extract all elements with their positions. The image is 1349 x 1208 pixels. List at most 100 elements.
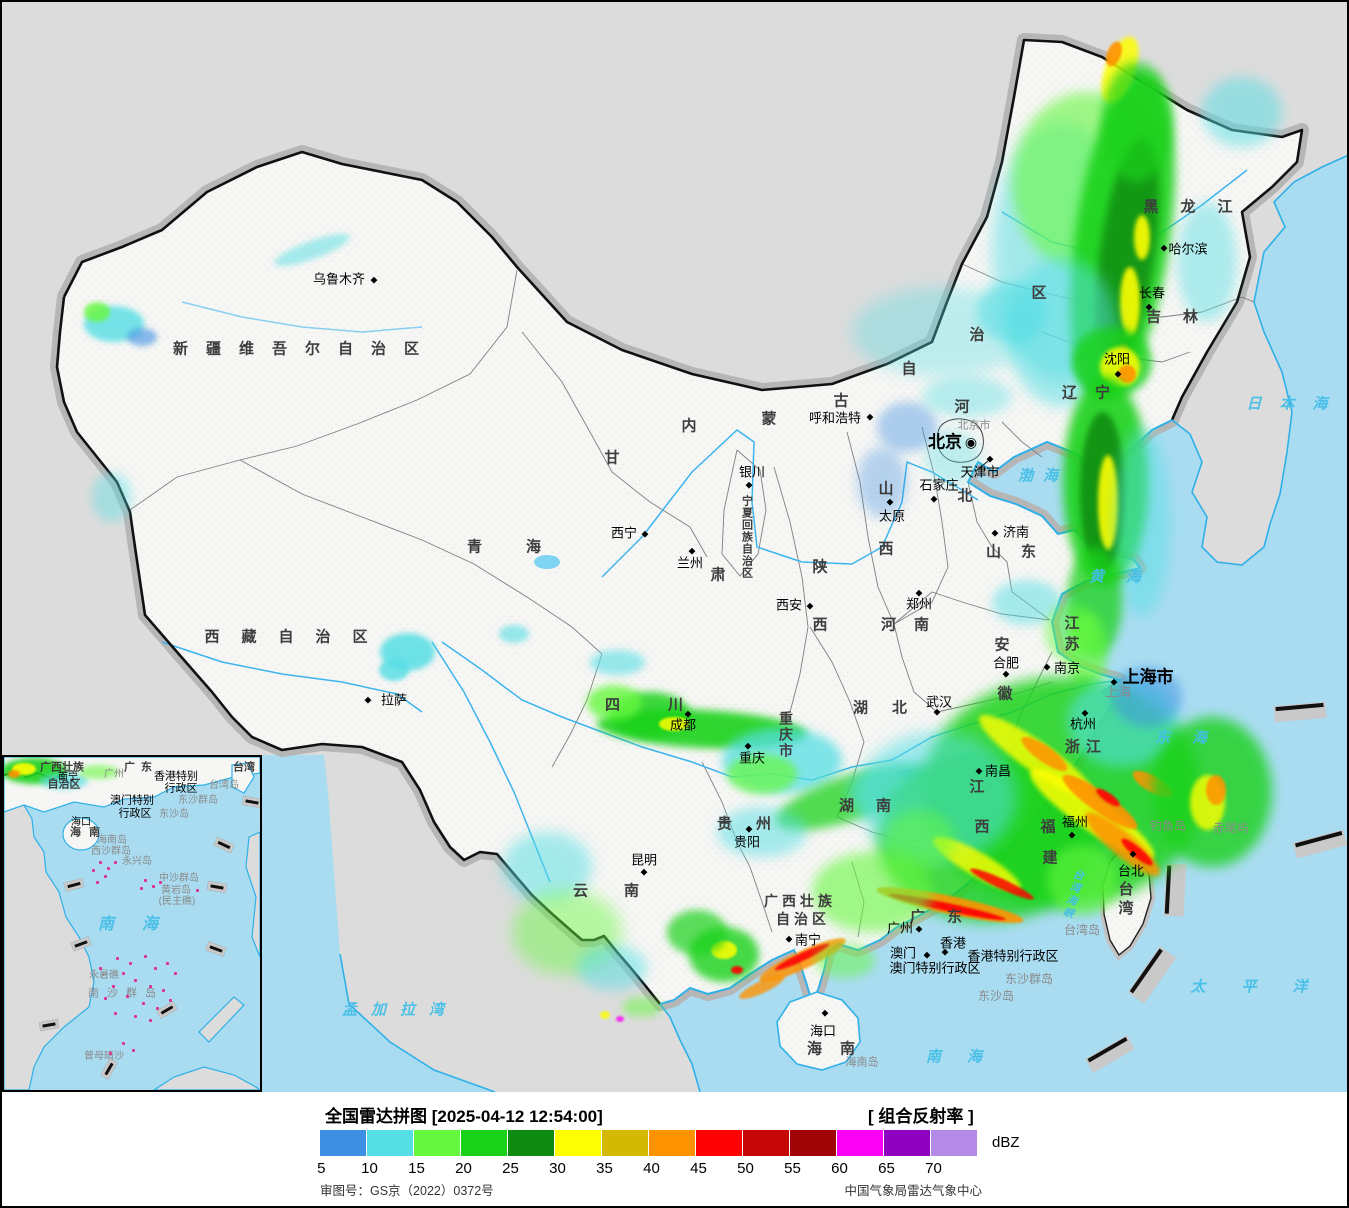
city-marker: ◆ (866, 411, 874, 422)
city-marker: ◆ (1081, 707, 1089, 718)
city-label: 拉萨 (380, 692, 408, 708)
city-marker: ◆ (923, 949, 931, 960)
radar-echo (1114, 427, 1170, 617)
island-dot (152, 885, 155, 888)
island-dot (104, 875, 107, 878)
prov-label: 台湾 (233, 761, 255, 774)
prov-label: 河南 (880, 616, 948, 634)
prov-label: 湖南 (838, 797, 914, 815)
island-dot (116, 957, 119, 960)
city-label: 乌鲁木齐 (312, 271, 366, 287)
prov-label: 四川 (604, 696, 732, 714)
foreign-land-north (2, 2, 1347, 565)
isl-label: 黄岩岛 (161, 885, 191, 896)
scale-cell-5 (320, 1130, 367, 1156)
small-label: 北京市 (957, 419, 991, 432)
map-title: 全国雷达拼图 [2025-04-12 12:54:00] (325, 1107, 603, 1126)
city-label: 成都 (669, 717, 697, 733)
city-marker: ◆ (886, 496, 894, 507)
prov-label: 台湾 (1116, 881, 1134, 919)
radar-echo (379, 659, 409, 681)
scale-cell-30 (555, 1130, 602, 1156)
city-label: 行政区 (164, 782, 198, 795)
color-scale (320, 1130, 978, 1156)
island-dot (169, 999, 172, 1002)
isl-label: 海南岛 (845, 1056, 879, 1069)
prov-label: 青海 (466, 538, 586, 556)
scale-cell-35 (602, 1130, 649, 1156)
city-marker: ◆ (821, 1007, 829, 1018)
island-dot (96, 881, 99, 884)
prov-label: 江 (969, 778, 985, 796)
city-label: 兰州 (676, 555, 704, 571)
island-dot (99, 967, 102, 970)
island-dot (159, 881, 162, 884)
island-dot (107, 867, 110, 870)
isl-label: 台湾岛 (209, 780, 239, 791)
island-dot (126, 995, 129, 998)
tianjin-leader (974, 460, 989, 473)
prov-label: 黑龙江 (1143, 198, 1255, 216)
scale-cell-50 (743, 1130, 790, 1156)
island-dot (92, 869, 95, 872)
prov-label: 山东 (985, 543, 1057, 561)
city-marker: ◆ (941, 946, 949, 957)
prov-label: 自治区 (776, 911, 830, 927)
scale-value: 20 (455, 1160, 472, 1177)
city-marker: ◆ (915, 923, 923, 934)
sea-label: 南海 (97, 916, 187, 933)
map-label-layer: 新疆维吾尔自治区 西藏自治区 青海内蒙古自治区黑龙江 吉林 辽宁河北山西山东 河南 江苏安徽… (2, 2, 1347, 1092)
prov-label: 西 (812, 616, 828, 634)
radar-echo (577, 944, 647, 990)
national-border-southwest (55, 296, 662, 1005)
prov-label: 广西壮族 (764, 893, 836, 909)
isl-label: 中沙群岛 (159, 873, 199, 884)
city-label: 天津市 (960, 464, 1000, 480)
city-label: 太原 (878, 508, 906, 524)
prov-label: 河 (954, 398, 970, 416)
isl-label: (民主礁) (158, 896, 196, 907)
prov-label: 陕 (812, 558, 828, 576)
scale-value: 70 (925, 1160, 942, 1177)
prov-label: 海南 (806, 1040, 874, 1058)
island-dot (144, 879, 147, 882)
scale-value: 25 (502, 1160, 519, 1177)
island-dot (142, 1002, 145, 1005)
island-dot (134, 979, 137, 982)
city-marker: ◆ (370, 274, 378, 285)
radar-echo (659, 717, 689, 731)
prov-label: 西 (878, 540, 894, 558)
isl-label: 赤尾屿 (1212, 821, 1250, 835)
radar-echo (616, 1016, 624, 1022)
city-label: 澳门 (889, 945, 917, 961)
prov-label: 重庆市 (778, 711, 794, 759)
korea-coastline (1171, 154, 1347, 566)
prov-label: 北 (957, 487, 973, 505)
island-dot (129, 962, 132, 965)
radar-echo (1120, 267, 1140, 337)
city-label: 南宁 (794, 932, 822, 948)
scale-cell-60 (837, 1130, 884, 1156)
city-marker: ◆ (684, 708, 692, 719)
island-dot (132, 1049, 135, 1052)
city-marker: ◆ (641, 528, 649, 539)
prov-label: 浙江 (1064, 738, 1108, 756)
city-label: 海口 (71, 817, 91, 828)
inset-hainan (62, 817, 100, 851)
city-marker: ◆ (1129, 848, 1137, 859)
city-marker: ◆ (806, 600, 814, 611)
isl-label: 西沙群岛 (91, 846, 131, 857)
radar-echo (885, 810, 955, 870)
city-label: 郑州 (905, 596, 933, 612)
radar-map: 新疆维吾尔自治区 西藏自治区 青海内蒙古自治区黑龙江 吉林 辽宁河北山西山东 河南 江苏安徽… (2, 2, 1347, 1092)
prov-label: 内 (681, 417, 697, 435)
radar-echo (589, 649, 645, 675)
island-dot (112, 985, 115, 988)
city-marker: ◆ (744, 740, 752, 751)
city-label: 行政区 (118, 807, 152, 820)
island-dot (144, 955, 147, 958)
national-border-north (62, 38, 1304, 421)
island-dot (196, 889, 199, 892)
city-label: 南宁 (58, 772, 78, 783)
prov-label: 建 (1042, 849, 1058, 867)
